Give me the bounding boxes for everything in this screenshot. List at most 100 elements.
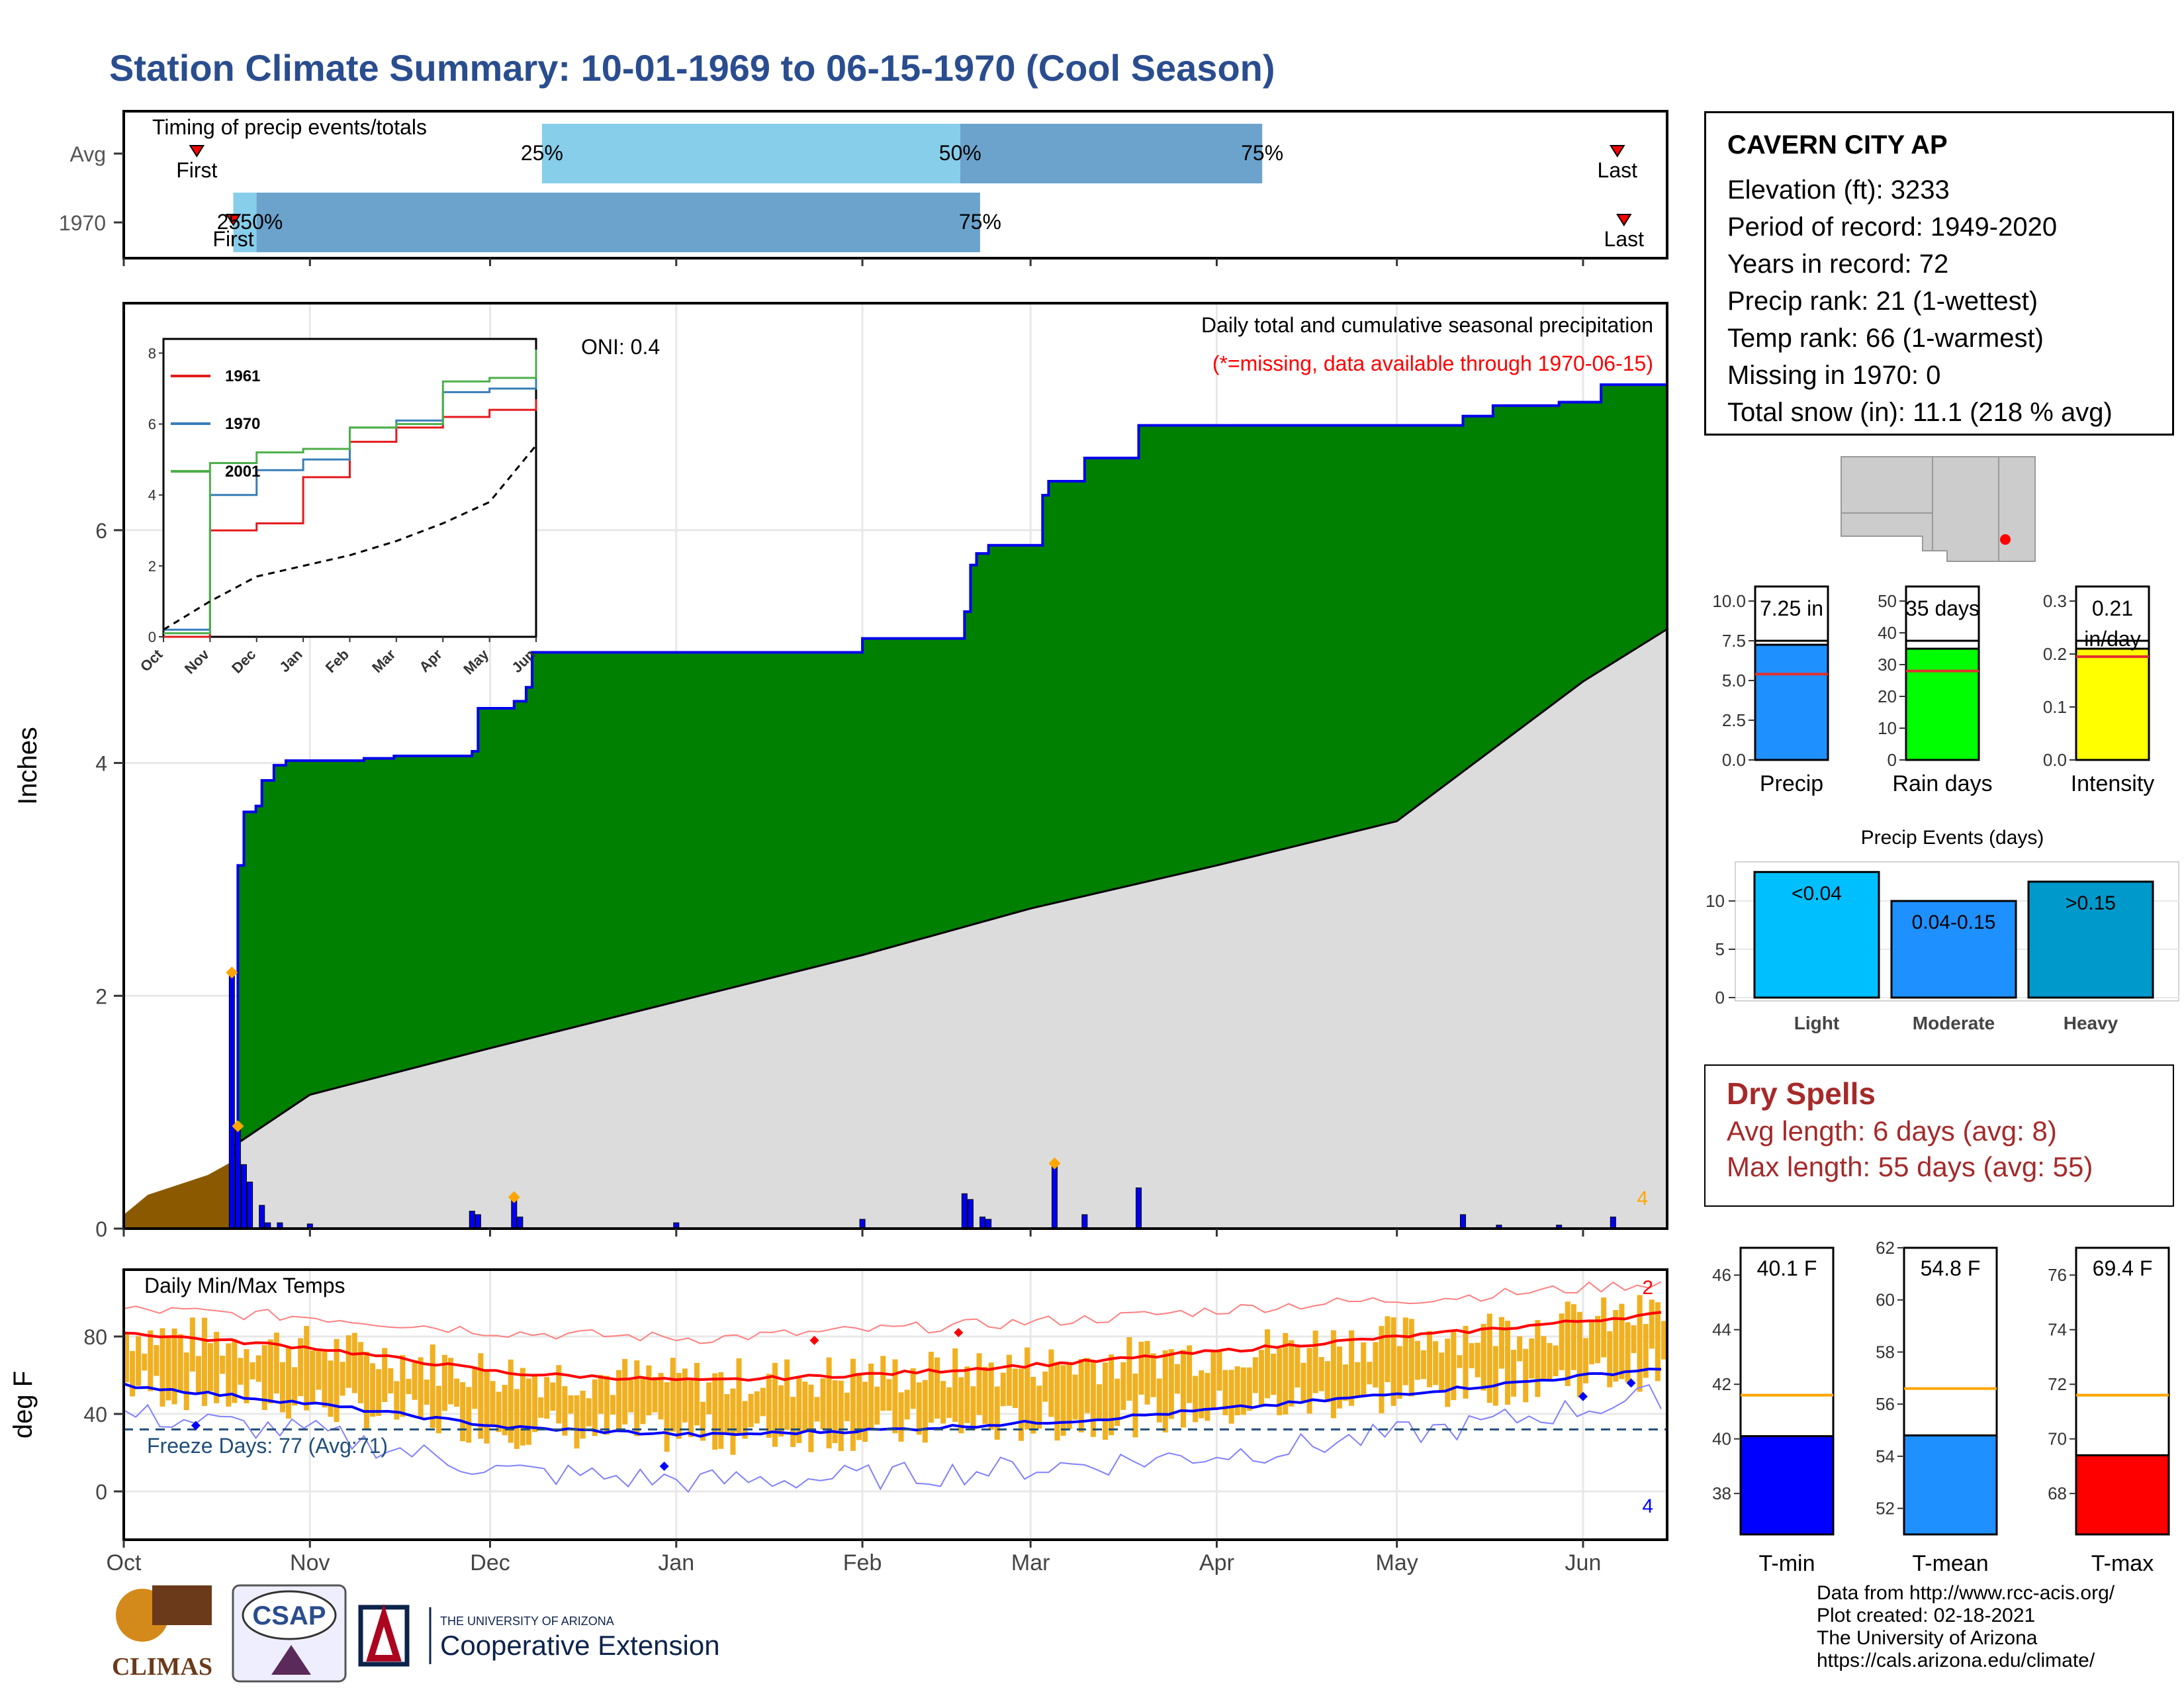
daily-temp-range-bar — [976, 1353, 982, 1415]
temp-month-label: Dec — [470, 1550, 510, 1575]
daily-temp-range-bar — [1480, 1323, 1486, 1391]
daily-temp-range-bar — [1084, 1358, 1090, 1413]
daily-max-marker — [508, 1191, 520, 1203]
daily-temp-range-bar — [1222, 1370, 1228, 1415]
daily-temp-range-bar — [400, 1354, 406, 1417]
daily-temp-range-bar — [1210, 1352, 1216, 1409]
daily-precip-bar — [1610, 1216, 1616, 1229]
temp-month-label: Mar — [1011, 1550, 1050, 1575]
timing-bar-1970-q2 — [233, 193, 257, 252]
daily-temp-range-bar — [171, 1328, 177, 1405]
inset-legend-label: 1970 — [225, 415, 260, 433]
credit-university: The University of Arizona — [1817, 1627, 2038, 1649]
station-elevation: Elevation (ft): 3233 — [1727, 175, 1950, 205]
daily-temp-range-bar — [646, 1365, 652, 1416]
daily-temp-range-bar — [1414, 1340, 1420, 1380]
daily-precip-bar — [234, 1129, 241, 1229]
daily-temp-range-bar — [970, 1386, 976, 1430]
daily-temp-range-bar — [1576, 1311, 1582, 1397]
daily-temp-range-bar — [556, 1365, 562, 1424]
temp-panel-frame — [122, 1268, 1668, 1541]
temp-ytick-label: 80 — [83, 1325, 107, 1349]
daily-temp-range-bar — [1463, 1325, 1469, 1399]
daily-temp-range-bar — [1492, 1346, 1498, 1406]
daily-temp-range-bar — [1000, 1372, 1006, 1407]
daily-temp-range-bar — [1126, 1337, 1132, 1401]
daily-temp-range-bar — [292, 1367, 298, 1406]
event-bar-light — [1753, 870, 1880, 999]
daily-precip-bar — [1459, 1214, 1466, 1229]
daily-temp-range-bar — [250, 1362, 255, 1380]
temp-summary-ytick-label: 58 — [1876, 1342, 1895, 1362]
timing-last-label: Last — [1598, 158, 1638, 182]
daily-precip-bar — [859, 1219, 866, 1229]
daily-temp-range-bar — [604, 1376, 610, 1435]
daily-temp-range-bar — [124, 1333, 129, 1383]
daily-max-marker — [226, 966, 238, 979]
timing-row-label: 1970 — [59, 211, 106, 235]
ua-line1: THE UNIVERSITY OF ARIZONA — [440, 1615, 614, 1628]
daily-temp-range-bar — [1168, 1349, 1174, 1419]
daily-temp-range-bar — [922, 1380, 928, 1443]
daily-temp-range-bar — [273, 1333, 279, 1394]
daily-temp-range-bar — [1355, 1362, 1361, 1398]
daily-temp-range-bar — [994, 1386, 1000, 1440]
record-min-line — [123, 1383, 1662, 1493]
inset-ytick-label: 4 — [148, 487, 156, 504]
map-region — [1841, 456, 2036, 562]
daily-temp-range-bar — [1036, 1385, 1042, 1429]
daily-temp-range-bar — [1343, 1364, 1349, 1401]
daily-temp-range-bar — [952, 1348, 958, 1423]
daily-temp-range-bar — [892, 1359, 898, 1434]
daily-temp-range-bar — [670, 1358, 676, 1432]
daily-temp-range-bar — [1349, 1330, 1355, 1406]
summary-value-label: 0.21 — [2092, 596, 2133, 620]
daily-precip-bar — [228, 972, 235, 1229]
record-marker — [659, 1461, 669, 1471]
daily-temp-range-bar — [220, 1355, 226, 1374]
daily-temp-range-bar — [466, 1387, 472, 1443]
daily-temp-range-bar — [1300, 1362, 1306, 1403]
event-category-label: Heavy — [2064, 1013, 2118, 1033]
timing-last-label: Last — [1604, 227, 1645, 251]
summary-ytick-label: 5.0 — [1722, 671, 1746, 690]
temp-month-label: Apr — [1199, 1550, 1234, 1575]
inset-ytick-label: 0 — [148, 629, 156, 645]
daily-temp-range-bar — [1595, 1315, 1601, 1364]
daily-temp-range-bar — [784, 1359, 790, 1430]
dry-spells-title: Dry Spells — [1727, 1076, 1876, 1111]
summary-ytick-label: 20 — [1878, 686, 1897, 706]
daily-temp-range-bar — [195, 1356, 201, 1395]
summary-category-label: Precip — [1760, 771, 1823, 796]
daily-temp-range-bar — [538, 1397, 544, 1418]
events-chart: Precip Events (days) 0 5 10 <0.04 Light 0.04-… — [1706, 827, 2179, 1033]
record-marker — [1578, 1391, 1588, 1401]
daily-temp-range-bar — [1054, 1362, 1060, 1441]
daily-temp-range-bar — [718, 1372, 724, 1449]
precip-header: Daily total and cumulative seasonal prec… — [1201, 313, 1653, 337]
daily-temp-range-bar — [1613, 1310, 1619, 1382]
daily-precip-bar — [985, 1219, 992, 1229]
temp-summary-ytick-label: 44 — [1712, 1320, 1731, 1340]
station-precip-rank: Precip rank: 21 (1-wettest) — [1727, 287, 2038, 316]
freeze-label: Freeze Days: 77 (Avg:71) — [147, 1434, 388, 1458]
timing-label: Timing of precip events/totals — [152, 115, 427, 139]
daily-temp-range-bar — [700, 1401, 706, 1441]
daily-temp-range-bar — [790, 1397, 796, 1447]
normal-area — [232, 629, 1667, 1229]
daily-temp-range-bar — [622, 1358, 628, 1425]
daily-precip-bar — [979, 1216, 986, 1229]
daily-precip-bar — [517, 1216, 523, 1229]
daily-temp-range-bar — [304, 1326, 310, 1411]
daily-temp-range-bar — [261, 1344, 267, 1411]
daily-temp-range-bar — [520, 1368, 525, 1446]
daily-temp-range-bar — [418, 1357, 424, 1418]
events-ytick-label: 0 — [1715, 988, 1725, 1008]
daily-temp-range-bar — [1523, 1348, 1529, 1403]
temp-summary-ytick-label: 42 — [1712, 1374, 1731, 1394]
daily-max-marker — [1048, 1157, 1061, 1170]
daily-temp-range-bar — [1427, 1331, 1433, 1387]
summary-bar-0 — [1754, 643, 1829, 761]
summary-category-label: Rain days — [1892, 771, 1992, 796]
timing-last-marker-avg — [1609, 145, 1625, 158]
